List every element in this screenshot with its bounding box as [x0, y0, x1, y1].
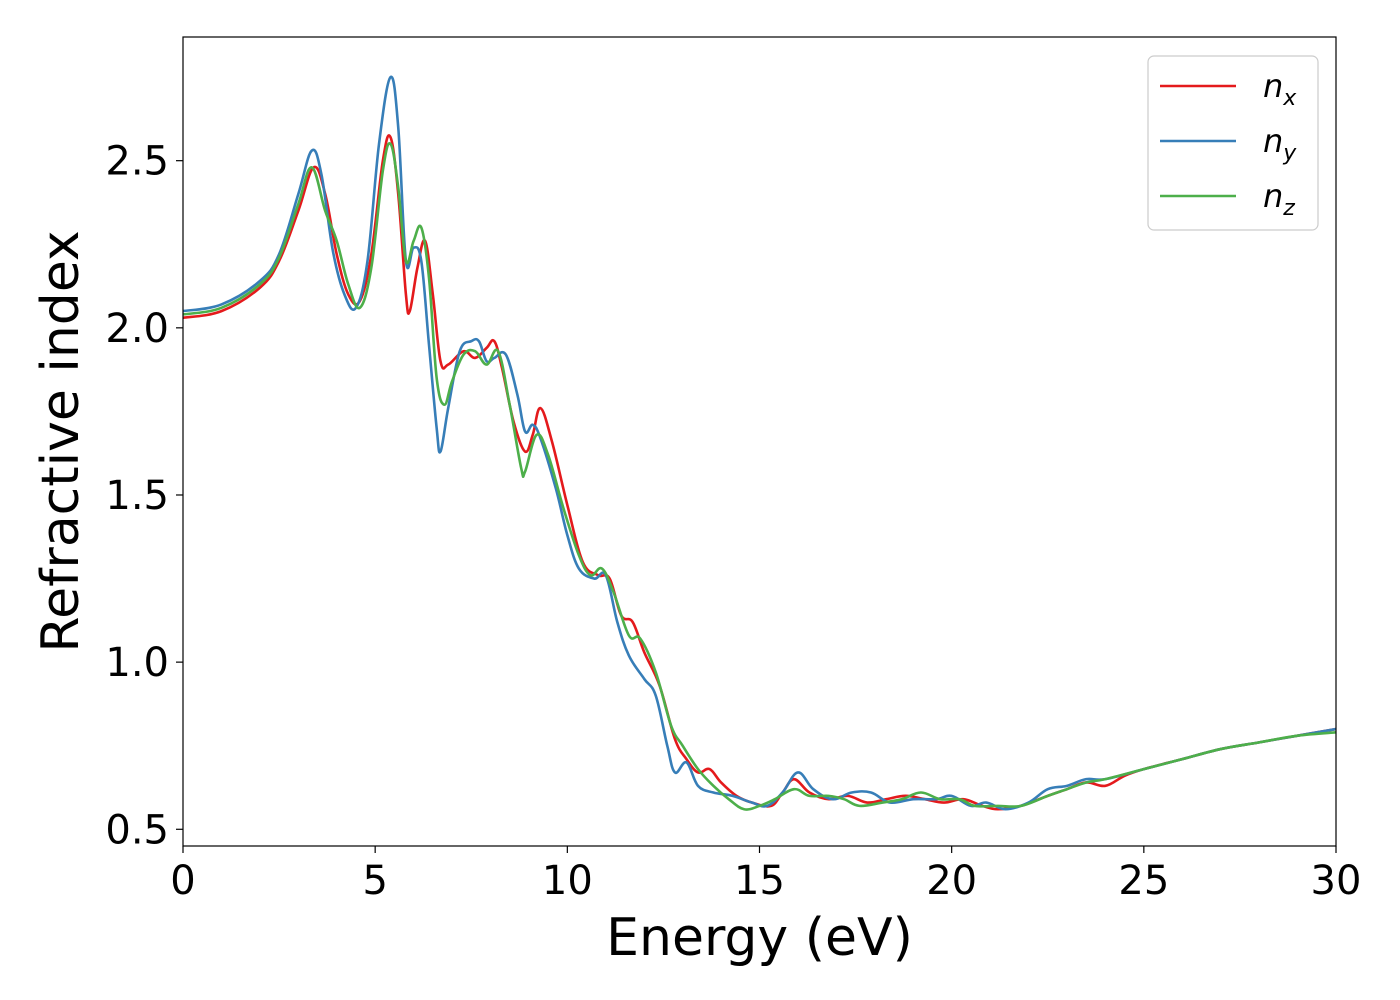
- legend-label-subscript: y: [1282, 141, 1297, 166]
- x-tick-label: 5: [362, 858, 387, 904]
- legend-label-n-x: nx: [1263, 67, 1297, 111]
- y-axis-ticks: 0.5 1.0 1.5 2.0 2.5: [105, 139, 183, 853]
- legend-label-n-y: ny: [1263, 122, 1297, 166]
- series-line-n-x: [183, 134, 1336, 811]
- y-tick-label: 1.0: [105, 640, 169, 686]
- legend-label-base: n: [1263, 122, 1283, 160]
- legend-label-subscript: z: [1282, 196, 1295, 221]
- legend-label-subscript: x: [1282, 86, 1297, 111]
- legend-label-base: n: [1263, 67, 1283, 105]
- y-tick-label: 2.0: [105, 306, 169, 352]
- y-tick-label: 0.5: [105, 807, 169, 853]
- x-tick-label: 10: [542, 858, 593, 904]
- x-tick-label: 20: [926, 858, 977, 904]
- x-axis-label: Energy (eV): [606, 908, 913, 968]
- x-tick-label: 30: [1311, 858, 1362, 904]
- legend-label-n-z: nz: [1263, 177, 1295, 221]
- y-axis-label: Refractive index: [31, 230, 91, 652]
- x-tick-label: 15: [734, 858, 785, 904]
- x-axis-ticks: 0 5 10 15 20 25 30: [170, 846, 1361, 904]
- x-tick-label: 25: [1118, 858, 1169, 904]
- legend-box: [1147, 55, 1319, 231]
- y-tick-label: 1.5: [105, 473, 169, 519]
- series-line-n-z: [183, 142, 1336, 811]
- legend-label-base: n: [1263, 177, 1283, 215]
- y-tick-label: 2.5: [105, 139, 169, 185]
- series-layer: [183, 75, 1336, 811]
- x-tick-label: 0: [170, 858, 195, 904]
